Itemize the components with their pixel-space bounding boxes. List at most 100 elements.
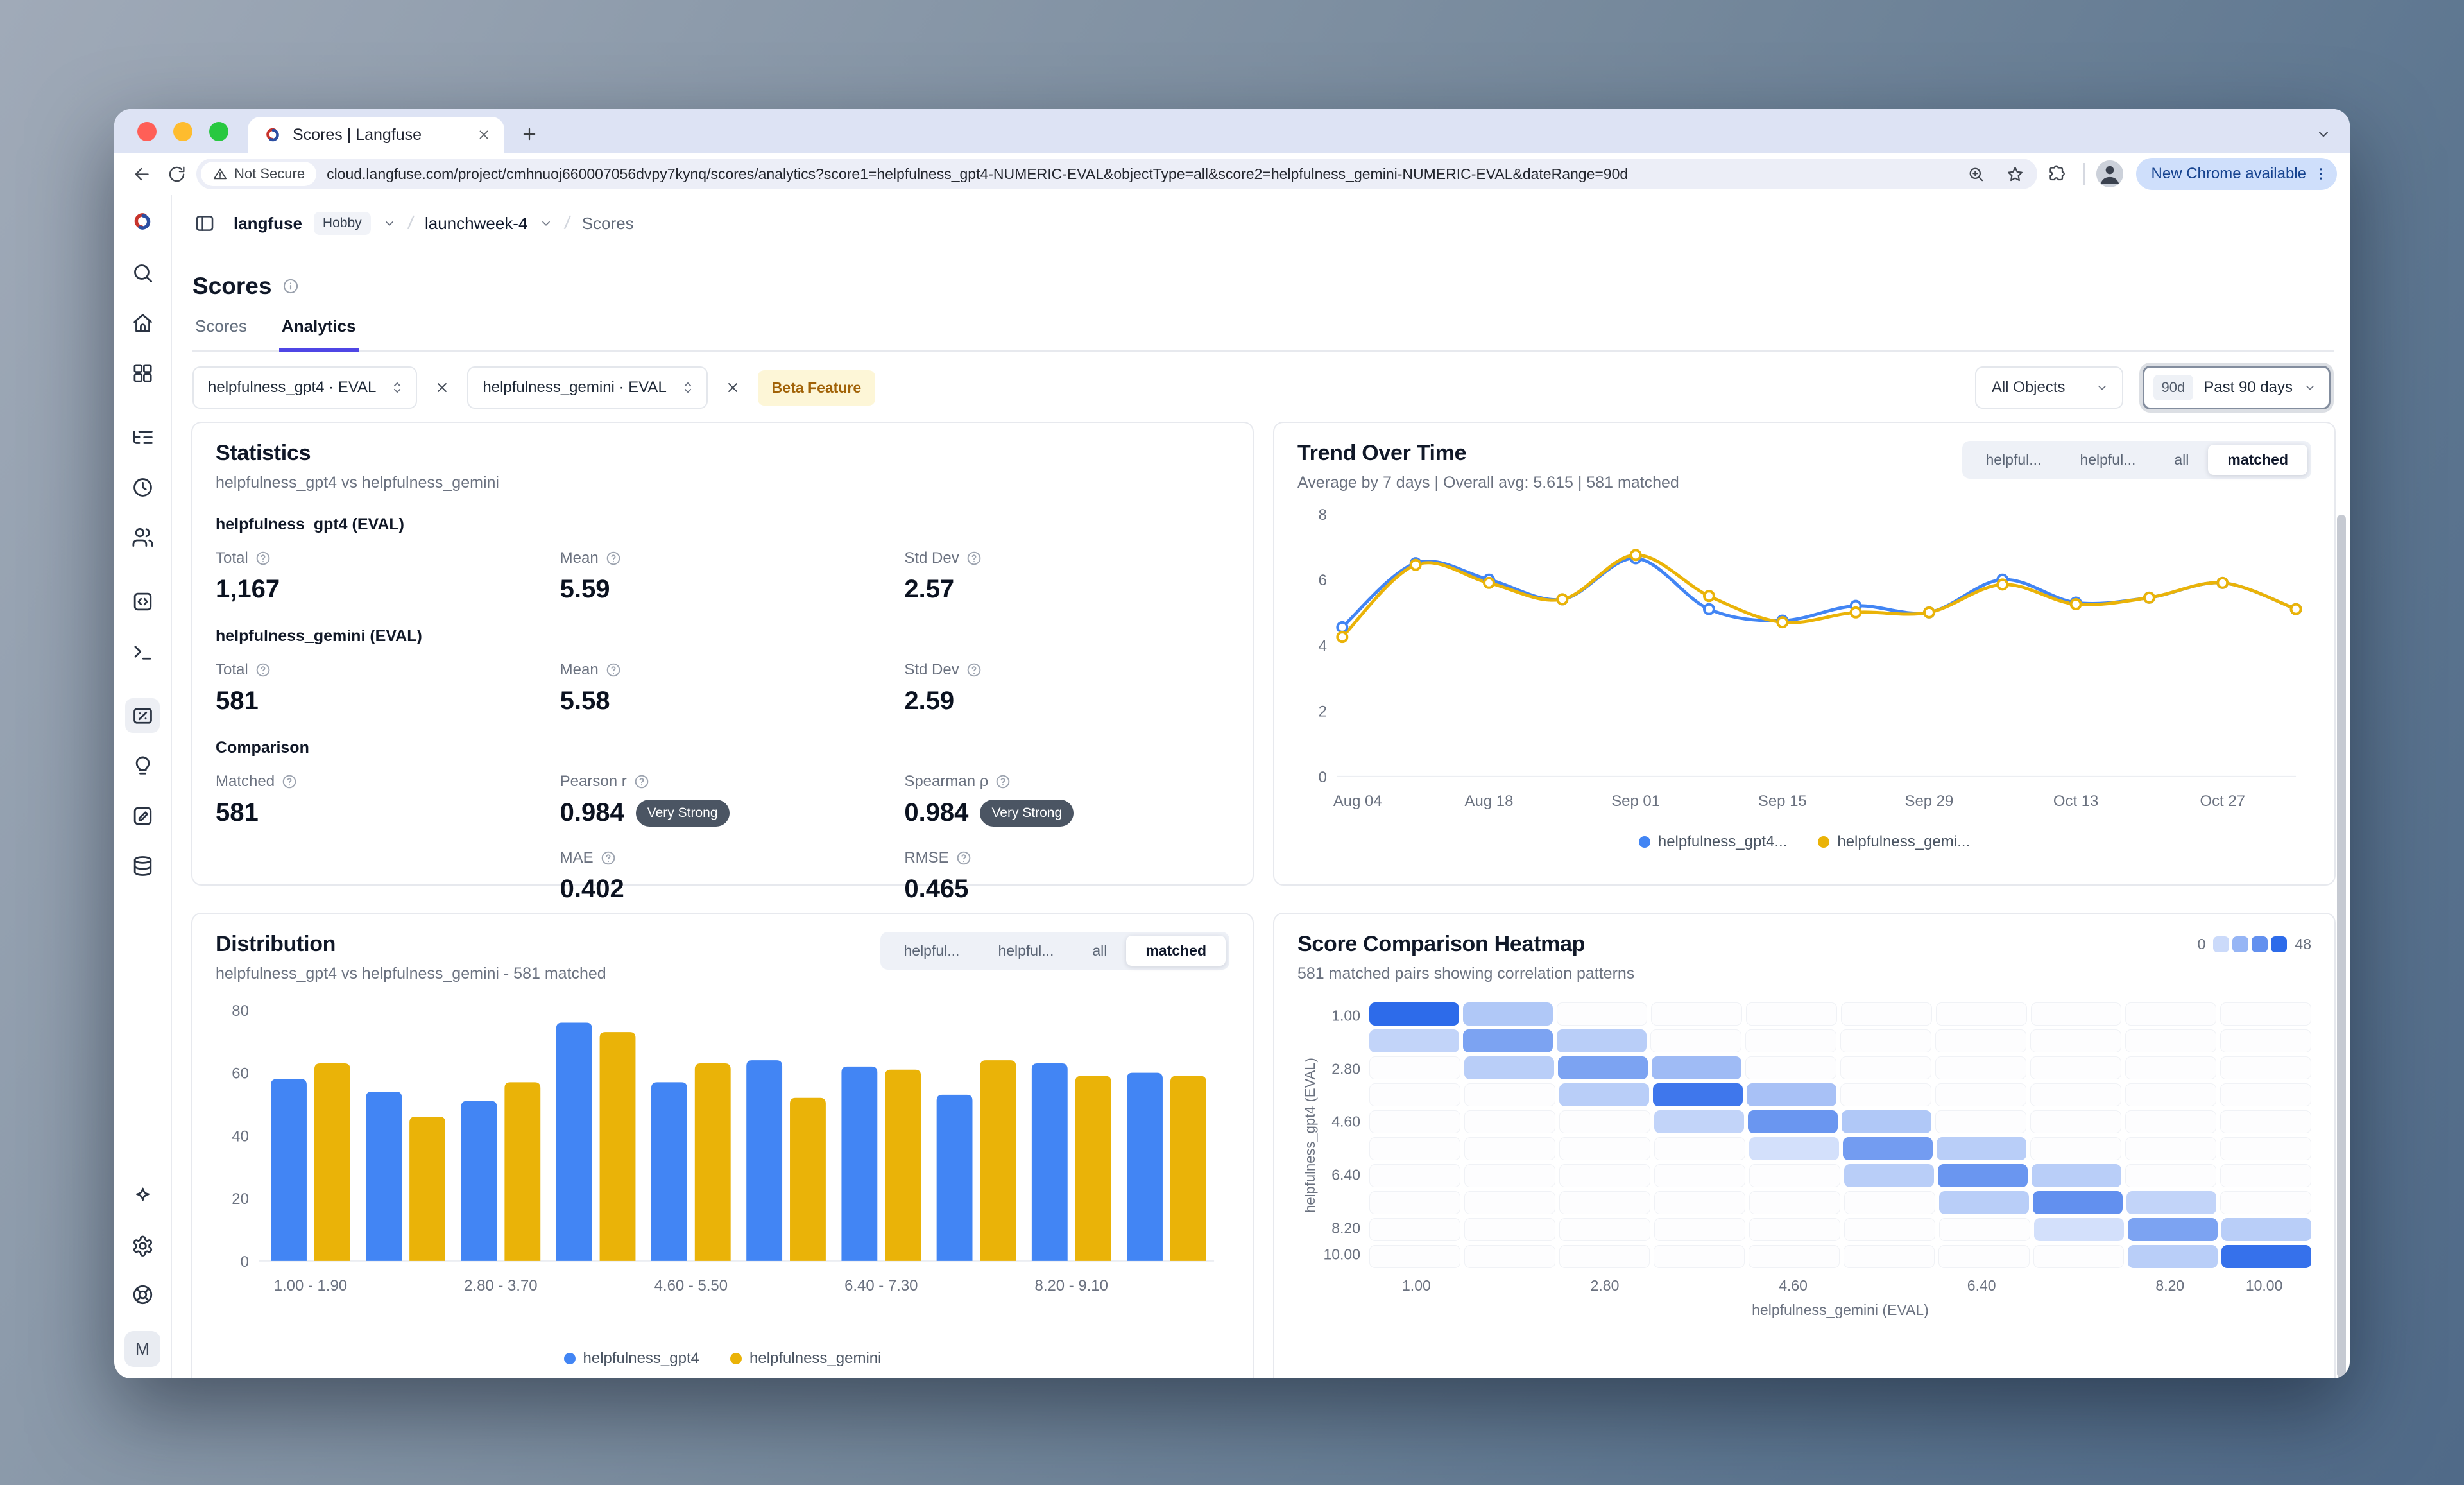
heatmap-cell[interactable] [2220,1083,2311,1106]
address-bar[interactable]: Not Secure cloud.langfuse.com/project/cm… [196,159,2037,189]
heatmap-cell[interactable] [1935,1002,2027,1026]
heatmap-cell[interactable] [2032,1164,2121,1187]
security-chip[interactable]: Not Secure [201,162,317,186]
page-scrollbar[interactable] [2337,515,2346,1378]
heatmap-cell[interactable] [1369,1218,1460,1241]
remove-score2-icon[interactable] [721,379,745,396]
heatmap-cell[interactable] [2220,1056,2311,1079]
info-icon[interactable] [282,277,300,295]
sidebar-dashboards-icon[interactable] [125,356,160,390]
heatmap-cell[interactable] [1939,1191,2029,1214]
heatmap-cell[interactable] [1842,1110,1931,1133]
heatmap-cell[interactable] [1559,1164,1650,1187]
heatmap-cell[interactable] [2221,1218,2311,1241]
browser-profile-avatar[interactable] [2096,160,2123,187]
heatmap-cell[interactable] [1938,1164,2028,1187]
heatmap-cell[interactable] [1749,1164,1840,1187]
sidebar-sessions-icon[interactable] [125,470,160,504]
heatmap-cell[interactable] [2220,1137,2311,1160]
heatmap-cell[interactable] [1937,1137,2026,1160]
heatmap-cell[interactable] [2125,1110,2216,1133]
heatmap-cell[interactable] [1840,1029,1931,1052]
tab-search-chevron-icon[interactable] [2315,126,2332,142]
zoom-icon[interactable] [1962,165,1990,184]
heatmap-cell[interactable] [1935,1056,2026,1079]
chevron-down-icon[interactable] [539,216,553,230]
heatmap-cell[interactable] [1843,1137,1933,1160]
heatmap-cell[interactable] [2125,1002,2217,1026]
heatmap-cell[interactable] [1559,1083,1649,1106]
minimize-window-button[interactable] [173,122,193,141]
heatmap-cell[interactable] [2030,1029,2121,1052]
heatmap-cell[interactable] [2220,1002,2311,1026]
heatmap-cell[interactable] [1559,1137,1650,1160]
heatmap-cell[interactable] [1939,1218,2030,1241]
heatmap-cell[interactable] [1654,1164,1745,1187]
tab-scores[interactable]: Scores [195,316,247,336]
heatmap-cell[interactable] [1464,1110,1555,1133]
menu-dots-icon[interactable] [2313,166,2329,182]
heatmap-cell[interactable] [2030,1083,2121,1106]
heatmap-cell[interactable] [1559,1191,1650,1214]
sidebar-home-icon[interactable] [125,305,160,340]
heatmap-cell[interactable] [1369,1137,1460,1160]
sidebar-annotation-icon[interactable] [125,798,160,833]
heatmap-cell[interactable] [1844,1218,1935,1241]
object-type-select[interactable]: All Objects [1974,366,2123,409]
extensions-puzzle-icon[interactable] [2042,159,2072,189]
new-tab-button[interactable] [520,124,539,144]
heatmap-cell[interactable] [1938,1245,2030,1268]
heatmap-cell[interactable] [1464,1218,1555,1241]
heatmap-cell[interactable] [1843,1245,1935,1268]
user-avatar[interactable]: M [124,1331,160,1367]
heatmap-cell[interactable] [1369,1164,1460,1187]
heatmap-cell[interactable] [2125,1137,2216,1160]
heatmap-cell[interactable] [1745,1029,1836,1052]
tab-close-icon[interactable] [476,127,492,142]
segment-all[interactable]: all [1092,942,1108,959]
heatmap-cell[interactable] [1749,1191,1840,1214]
heatmap-cell[interactable] [1463,1029,1553,1052]
heatmap-cell[interactable] [1747,1083,1836,1106]
heatmap-cell[interactable] [1652,1056,1741,1079]
chevron-down-icon[interactable] [382,216,397,230]
heatmap-cell[interactable] [1935,1029,2026,1052]
heatmap-cell[interactable] [1654,1245,1745,1268]
score2-select[interactable]: helpfulness_gemini · EVAL [467,366,708,409]
heatmap-cell[interactable] [1464,1083,1555,1106]
heatmap-cell[interactable] [1369,1056,1460,1079]
back-button[interactable] [127,159,157,189]
sidebar-toggle-icon[interactable] [194,212,216,234]
heatmap-cell[interactable] [2128,1218,2218,1241]
heatmap-cell[interactable] [1748,1110,1838,1133]
heatmap-cell[interactable] [1840,1002,1932,1026]
heatmap-cell[interactable] [1559,1110,1650,1133]
segment-helpful[interactable]: helpful... [903,942,960,959]
sidebar-datasets-icon[interactable] [125,848,160,883]
heatmap-cell[interactable] [1369,1029,1459,1052]
heatmap-cell[interactable] [2126,1191,2216,1214]
heatmap-cell[interactable] [1654,1137,1745,1160]
heatmap-cell[interactable] [1654,1218,1745,1241]
heatmap-cell[interactable] [1749,1218,1840,1241]
heatmap-cell[interactable] [1745,1056,1836,1079]
heatmap-cell[interactable] [1556,1002,1648,1026]
heatmap-cell[interactable] [1654,1191,1745,1214]
sidebar-tracing-icon[interactable] [125,420,160,454]
heatmap-cell[interactable] [1462,1002,1553,1026]
score1-select[interactable]: helpfulness_gpt4 · EVAL [193,366,418,409]
url-text[interactable]: cloud.langfuse.com/project/cmhnuoj660007… [327,165,1629,182]
heatmap-cell[interactable] [1559,1245,1650,1268]
heatmap-cell[interactable] [1840,1083,1931,1106]
heatmap-cell[interactable] [2030,1137,2121,1160]
sidebar-sparkle-icon[interactable] [125,1180,160,1214]
chrome-update-pill[interactable]: New Chrome available [2135,158,2337,190]
heatmap-cell[interactable] [1650,1029,1741,1052]
heatmap-cell[interactable] [1464,1191,1555,1214]
heatmap-cell[interactable] [1654,1110,1744,1133]
heatmap-cell[interactable] [1935,1083,2026,1106]
heatmap-cell[interactable] [2220,1110,2311,1133]
segment-matched[interactable]: matched [1126,936,1226,966]
sidebar-scores-icon[interactable] [125,698,160,733]
heatmap-cell[interactable] [1464,1137,1555,1160]
